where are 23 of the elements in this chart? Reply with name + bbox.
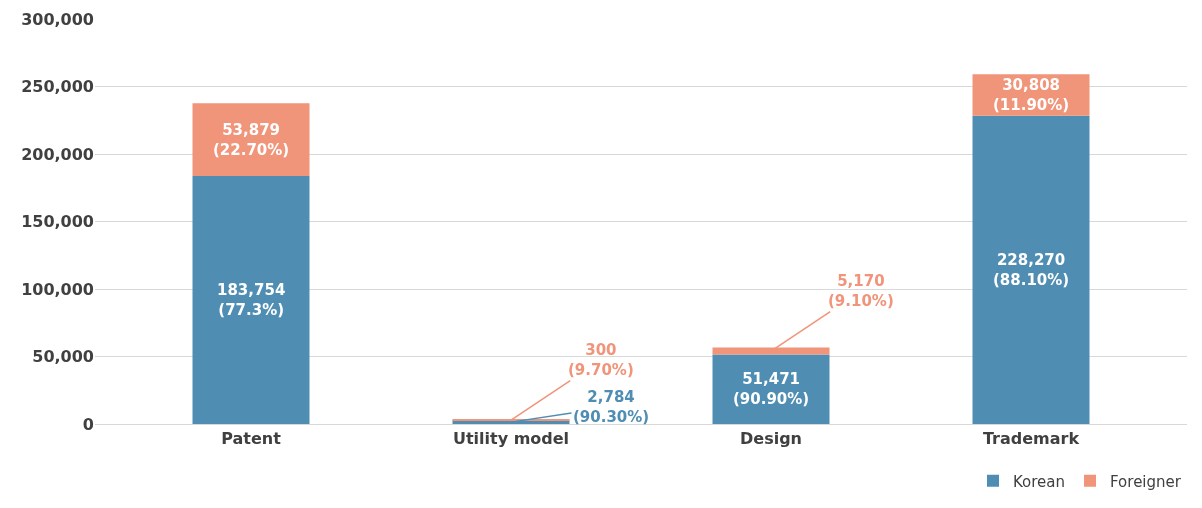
y-tick-label: 150,000 — [21, 212, 94, 232]
x-tick-label: Trademark — [982, 429, 1080, 449]
data-label: 51,471 (90.90%) — [733, 370, 810, 408]
data-label: 30,808 (11.90%) — [993, 76, 1070, 114]
x-tick-label: Utility model — [452, 429, 570, 449]
data-label: 228,270 (88.10%) — [993, 251, 1070, 289]
legend-label: Korean — [1013, 472, 1066, 491]
data-label: 183,754 (77.3%) — [217, 281, 286, 319]
x-tick-label: Patent — [221, 429, 282, 449]
data-label: 53,879 (22.70%) — [213, 121, 290, 159]
data-label: 300 (9.70%) — [568, 341, 634, 379]
y-tick-label: 250,000 — [21, 77, 94, 97]
x-tick-label: Design — [740, 429, 802, 449]
data-label: 2,784 (90.30%) — [573, 388, 650, 426]
y-tick-label: 100,000 — [21, 279, 94, 299]
y-tick-label: 50,000 — [32, 347, 94, 367]
y-tick-label: 200,000 — [21, 144, 94, 164]
data-label: 5,170 (9.10%) — [828, 272, 894, 310]
y-tick-label: 0 — [82, 414, 94, 434]
bar — [972, 115, 1090, 424]
bar — [192, 175, 310, 424]
y-tick-label: 300,000 — [21, 9, 94, 29]
legend-label: Foreigner — [1110, 472, 1182, 491]
